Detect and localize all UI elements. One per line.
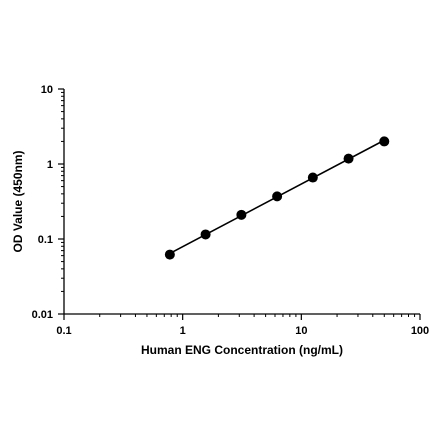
y-axis-label: OD Value (450nm) bbox=[11, 150, 25, 252]
data-point bbox=[200, 229, 211, 240]
y-tick-label: 0.1 bbox=[38, 234, 53, 246]
x-axis-ticks: 0.1 1 10 100 bbox=[56, 314, 429, 337]
x-tick-label: 100 bbox=[411, 325, 429, 337]
data-series bbox=[164, 136, 390, 260]
x-tick-label: 1 bbox=[180, 325, 186, 337]
y-tick-label: 10 bbox=[41, 84, 53, 96]
y-axis-ticks: 0.01 0.1 1 10 bbox=[32, 84, 64, 321]
data-point bbox=[272, 191, 283, 202]
data-point bbox=[343, 153, 354, 164]
x-tick-label: 0.1 bbox=[56, 325, 71, 337]
y-tick-label: 1 bbox=[47, 159, 53, 171]
y-tick-label: 0.01 bbox=[32, 309, 53, 321]
data-point bbox=[236, 209, 247, 220]
data-point bbox=[164, 249, 175, 260]
x-axis-label: Human ENG Concentration (ng/mL) bbox=[141, 343, 343, 357]
data-point bbox=[379, 136, 390, 147]
axes bbox=[63, 89, 420, 315]
data-point bbox=[307, 172, 318, 183]
x-tick-label: 10 bbox=[295, 325, 307, 337]
